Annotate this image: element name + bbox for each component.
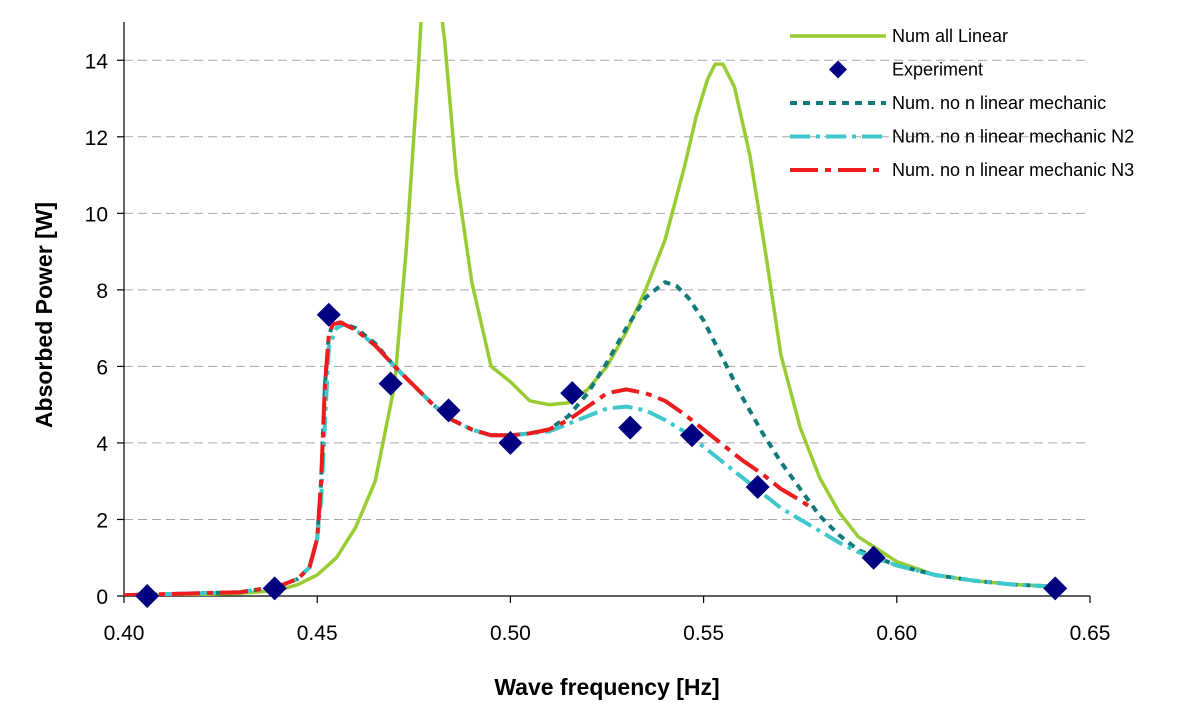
legend: Num all Linear Experiment Num. no n linear… <box>790 26 1134 180</box>
experiment-point <box>680 423 705 448</box>
experiment-point <box>745 474 770 499</box>
x-tick-label: 0.55 <box>683 622 724 645</box>
legend-label: Experiment <box>892 60 983 80</box>
plot-area <box>124 22 1052 596</box>
y-tick-label: 10 <box>85 203 108 226</box>
experiment-point <box>498 430 523 455</box>
series-line-num-all-linear <box>124 22 1052 596</box>
y-tick-label: 8 <box>96 280 108 303</box>
experiment-point <box>262 576 287 601</box>
experiment-point <box>316 302 341 327</box>
x-tick-label: 0.45 <box>297 622 338 645</box>
y-axis-title: Absorbed Power [W] <box>31 202 57 428</box>
x-tick-label: 0.40 <box>104 622 145 645</box>
experiment-point <box>135 584 160 608</box>
series-line-num-no-n-linear-mechanic <box>124 280 1052 596</box>
y-tick-label: 6 <box>96 356 108 379</box>
legend-label: Num. no n linear mechanic <box>892 93 1106 113</box>
x-tick-label: 0.65 <box>1070 622 1111 645</box>
series-line-num-no-n-linear-mechanic-n3 <box>124 320 813 596</box>
x-tick-label: 0.50 <box>490 622 531 645</box>
experiment-point <box>378 371 403 396</box>
experiment-point <box>618 415 643 440</box>
x-axis-title: Wave frequency [Hz] <box>494 674 719 700</box>
series-line-num-no-n-linear-mechanic-n2 <box>124 322 1052 596</box>
experiment-markers <box>135 302 1068 608</box>
experiment-point <box>436 398 461 423</box>
x-tick-labels: 0.40 0.45 0.50 0.55 0.60 0.65 <box>104 622 1111 645</box>
experiment-point <box>560 381 585 406</box>
legend-label: Num. no n linear mechanic N2 <box>892 127 1134 147</box>
axes <box>117 22 1091 603</box>
experiment-point <box>861 545 886 570</box>
experiment-point <box>1043 576 1068 601</box>
y-tick-label: 0 <box>96 586 108 609</box>
y-tick-label: 2 <box>96 509 108 532</box>
y-tick-label: 4 <box>96 433 108 456</box>
y-tick-label: 12 <box>85 127 108 150</box>
x-tick-label: 0.60 <box>876 622 917 645</box>
legend-swatch-experiment <box>829 60 847 79</box>
legend-label: Num all Linear <box>892 26 1008 46</box>
y-tick-labels: 0 2 4 6 8 10 12 14 <box>85 50 109 609</box>
legend-label: Num. no n linear mechanic N3 <box>892 160 1134 180</box>
y-tick-label: 14 <box>85 50 109 73</box>
